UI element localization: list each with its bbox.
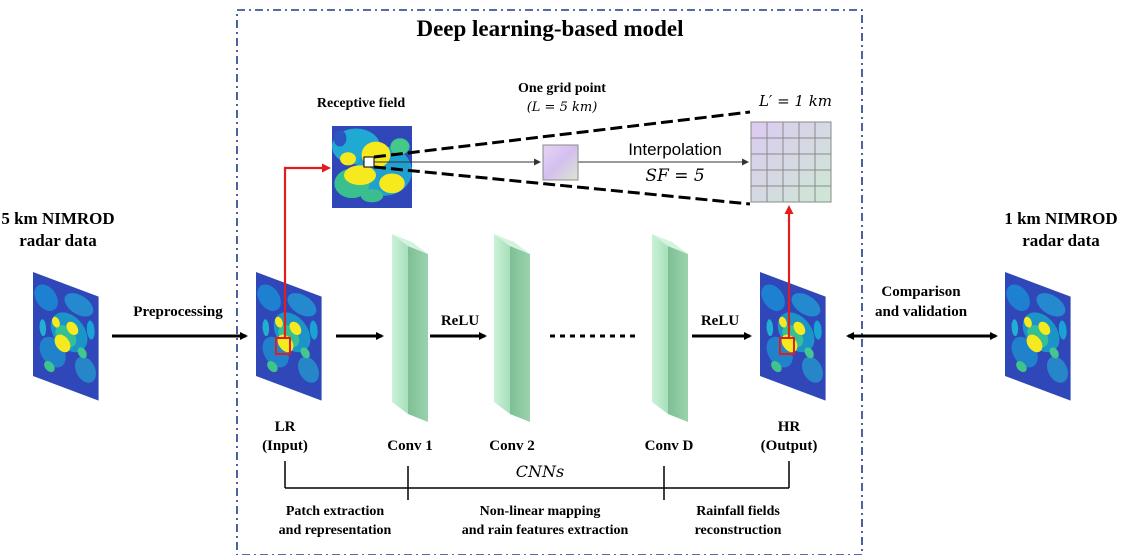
relu-label-2: ReLU [700, 313, 740, 329]
lr-label-line2: (Input) [262, 438, 308, 454]
cnn-stage-bracket [284, 461, 790, 500]
conv-block-d [652, 234, 688, 422]
stage-1-label-line1: Patch extraction [285, 504, 385, 519]
lr-label-line1: LR [274, 419, 296, 435]
hr-grid [750, 121, 832, 203]
diagram-title: Deep learning-based model [416, 16, 684, 41]
conv-block-2 [494, 234, 530, 422]
red-arrow-lr-to-receptive-field [283, 163, 331, 338]
stage-3-label-line2: reconstruction [694, 523, 782, 538]
conv2-label: Conv 2 [489, 438, 535, 454]
preprocessing-label: Preprocessing [133, 304, 223, 320]
stage-1-label-line2: and representation [278, 523, 392, 538]
stage-2-label-line1: Non-linear mapping [479, 504, 601, 519]
hr-radar-image [760, 272, 826, 401]
conv-block-1 [392, 234, 428, 422]
convd-label: Conv D [644, 438, 694, 454]
projection-line-bottom [373, 165, 751, 206]
interpolation-label: Interpolation [628, 140, 722, 159]
projection-line-top [373, 110, 751, 159]
comparison-label-line2: and validation [874, 304, 968, 320]
relu-label-1: ReLU [440, 313, 480, 329]
conv1-label: Conv 1 [387, 438, 433, 454]
receptive-field-point [363, 156, 375, 168]
output-label-line1: 1 km NIMROD [1004, 209, 1118, 228]
cnns-label: CNNs [515, 462, 565, 481]
stage-2-label-line2: and rain features extraction [461, 523, 629, 538]
input-label-line2: radar data [19, 231, 97, 250]
lr-radar-image [256, 272, 322, 401]
grid-point-label-line1: One grid point [518, 81, 606, 96]
hr-label-line2: (Output) [760, 438, 818, 454]
lr-patch-marker [275, 337, 291, 355]
l-prime-label: L′ = 1 km [758, 92, 833, 110]
model-frame [236, 9, 863, 555]
hr-label-line1: HR [777, 419, 801, 435]
grid-point-cell [542, 144, 579, 181]
comparison-label-line1: Comparison [881, 284, 961, 300]
output-label-line2: radar data [1022, 231, 1100, 250]
hr-patch-marker [779, 337, 795, 355]
grid-point-label-line2: (L = 5 km) [526, 100, 598, 115]
input-label-line1: 5 km NIMROD [1, 209, 115, 228]
output-radar-image [1005, 272, 1071, 401]
stage-3-label-line1: Rainfall fields [696, 504, 780, 519]
receptive-field-label: Receptive field [316, 96, 406, 111]
scale-factor-label: SF = 5 [645, 166, 705, 186]
input-radar-image [33, 272, 99, 401]
